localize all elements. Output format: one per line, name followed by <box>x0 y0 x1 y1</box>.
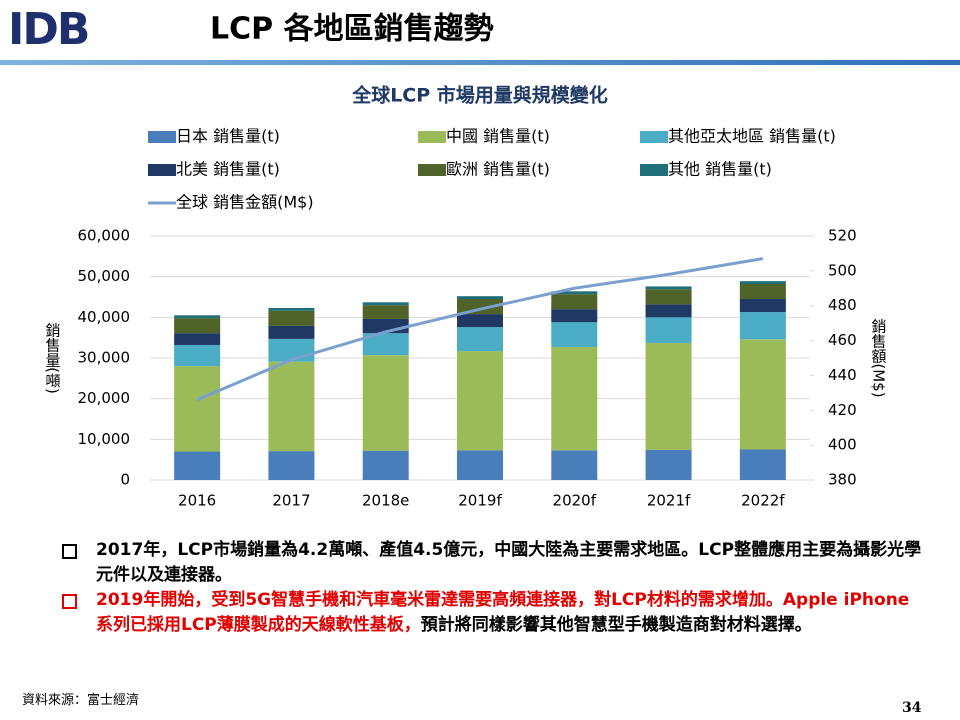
bar-segment <box>551 309 598 323</box>
bar-segment <box>362 333 409 356</box>
bar-segment <box>645 317 692 343</box>
logo: IDB <box>8 4 88 55</box>
bar-segment <box>174 344 221 367</box>
y-tick-label: 0 <box>120 471 130 489</box>
bar-segment <box>457 296 503 300</box>
y-tick-label: 50,000 <box>78 267 131 285</box>
bullet <box>62 544 77 559</box>
bar-segment <box>739 339 786 450</box>
bar-segment <box>268 361 315 452</box>
y2-tick-label: 460 <box>828 331 857 349</box>
legend-swatch <box>418 164 446 176</box>
bar-segment <box>174 315 221 319</box>
legend-label: 其他亞太地區 銷售量(t) <box>668 127 836 146</box>
bar-segment <box>739 281 786 284</box>
bar-segment <box>174 333 221 345</box>
bar-segment <box>457 314 503 328</box>
note-text: 2019年開始，受到5G智慧手機和汽車毫米雷達需要高頻連接器，對LCP材料的需求… <box>96 590 910 635</box>
bar-segment <box>551 450 598 480</box>
x-tick-label: 2018e <box>362 492 409 510</box>
legend-swatch <box>640 131 668 143</box>
source: 資料來源：富士經濟 <box>22 693 140 708</box>
bar-segment <box>174 451 221 480</box>
note-text: 2017年，LCP市場銷量為4.2萬噸、產值4.5億元，中國大陸為主要需求地區。… <box>96 540 922 585</box>
x-tick-label: 2022f <box>741 492 785 510</box>
header-rule <box>0 60 960 65</box>
bar-segment <box>739 449 786 480</box>
legend-label: 日本 銷售量(t) <box>176 127 280 146</box>
y-axis-title: 銷售量(噸) <box>44 322 62 394</box>
y-tick-label: 10,000 <box>78 430 131 448</box>
bar-segment <box>174 318 221 334</box>
bar-segment <box>739 283 786 300</box>
y-tick-label: 30,000 <box>78 349 131 367</box>
bar-segment <box>268 307 315 311</box>
y2-tick-label: 480 <box>828 296 857 314</box>
x-tick-label: 2020f <box>553 492 597 510</box>
legend-label: 其他 銷售量(t) <box>668 160 772 179</box>
slide-title: LCP 各地區銷售趨勢 <box>210 12 494 47</box>
legend-swatch <box>148 164 176 176</box>
bullet <box>62 594 77 609</box>
bar-segment <box>268 325 315 339</box>
x-tick-label: 2019f <box>458 492 502 510</box>
note: 2019年開始，受到5G智慧手機和汽車毫米雷達需要高頻連接器，對LCP材料的需求… <box>96 588 926 638</box>
legend-label: 全球 銷售金額(M$) <box>176 193 314 212</box>
bar-segment <box>362 450 409 480</box>
bar-segment <box>739 312 786 340</box>
chart-title: 全球LCP 市場用量與規模變化 <box>351 84 608 107</box>
bar-segment <box>645 304 692 318</box>
y2-tick-label: 500 <box>828 261 857 279</box>
y2-tick-label: 440 <box>828 366 857 384</box>
bar-segment <box>551 294 598 310</box>
bar-segment <box>457 450 503 480</box>
legend-swatch <box>418 131 446 143</box>
bar-segment <box>362 355 409 451</box>
bar-segment <box>645 449 692 480</box>
bar-segment <box>268 310 315 326</box>
legend-swatch <box>148 131 176 143</box>
bar-segment <box>739 299 786 313</box>
bar-segment <box>362 302 409 306</box>
note-text: 預計將同樣影響其他智慧型手機製造商對材料選擇。 <box>420 615 812 635</box>
y-tick-label: 20,000 <box>78 389 131 407</box>
y2-tick-label: 380 <box>828 471 857 489</box>
bar-segment <box>457 351 503 451</box>
y-tick-label: 40,000 <box>78 308 131 326</box>
y2-tick-label: 420 <box>828 401 857 419</box>
bar-segment <box>174 366 221 452</box>
x-tick-label: 2021f <box>647 492 691 510</box>
bar-segment <box>551 322 598 348</box>
legend-label: 北美 銷售量(t) <box>176 160 280 179</box>
bar-segment <box>457 327 503 352</box>
x-tick-label: 2017 <box>272 492 310 510</box>
y-tick-label: 60,000 <box>78 227 131 245</box>
bar-segment <box>551 347 598 451</box>
bar-segment <box>645 286 692 290</box>
legend-label: 歐洲 銷售量(t) <box>446 160 550 179</box>
bar-segment <box>268 451 315 480</box>
note: 2017年，LCP市場銷量為4.2萬噸、產值4.5億元，中國大陸為主要需求地區。… <box>96 538 926 588</box>
x-tick-label: 2016 <box>178 492 216 510</box>
bar-segment <box>457 299 503 315</box>
bar-segment <box>645 342 692 450</box>
y2-tick-label: 400 <box>828 436 857 454</box>
bar-segment <box>362 305 409 319</box>
legend-label: 中國 銷售量(t) <box>446 127 550 146</box>
legend-swatch <box>640 164 668 176</box>
line <box>196 257 764 402</box>
y2-axis-title: 銷售額(M$) <box>870 318 888 397</box>
y2-tick-label: 520 <box>828 227 857 245</box>
page-number: 34 <box>902 700 922 716</box>
bar-segment <box>645 289 692 305</box>
bar-segment <box>551 291 598 295</box>
